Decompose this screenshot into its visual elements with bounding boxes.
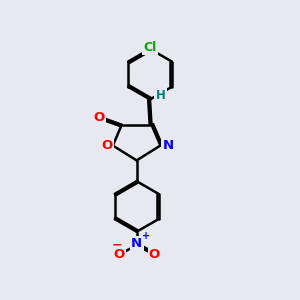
- Text: O: O: [94, 111, 105, 124]
- Text: O: O: [113, 248, 124, 260]
- Text: N: N: [131, 237, 142, 250]
- Text: +: +: [142, 231, 150, 241]
- Text: N: N: [162, 139, 173, 152]
- Text: H: H: [155, 88, 165, 101]
- Text: O: O: [102, 139, 113, 152]
- Text: O: O: [149, 248, 160, 260]
- Text: Cl: Cl: [143, 41, 157, 54]
- Text: −: −: [112, 239, 122, 252]
